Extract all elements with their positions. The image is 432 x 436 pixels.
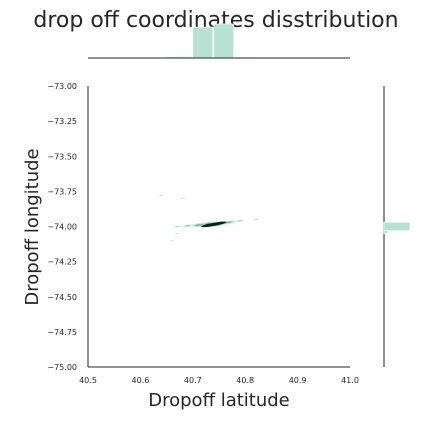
x-axis-ticks: 40.5 40.6 40.7 40.8 40.9 41.0: [79, 376, 359, 385]
y-axis-ticks: −73.00 −73.25 −73.50 −73.75 −74.00 −74.25 −74.…: [47, 82, 77, 372]
y-tick-label: −75.00: [47, 363, 77, 372]
density-point: [172, 232, 182, 235]
x-tick-label: 40.6: [131, 376, 149, 385]
y-tick-label: −74.00: [47, 223, 77, 232]
x-tick-label: 40.5: [79, 376, 97, 385]
y-tick-label: −73.50: [47, 152, 77, 161]
y-tick-label: −74.75: [47, 328, 77, 337]
y-axis-title: Dropoff longitude: [22, 148, 43, 305]
density-point: [233, 218, 247, 223]
y-tick-label: −73.25: [47, 117, 77, 126]
x-tick-label: 40.9: [289, 376, 307, 385]
top-marginal-histogram: [88, 23, 350, 59]
density-point: [171, 224, 183, 229]
density-point: [156, 194, 166, 198]
density-point: [250, 217, 261, 222]
x-tick-label: 40.7: [184, 376, 202, 385]
histogram-bar: [383, 221, 411, 232]
density-point: [220, 219, 239, 225]
x-tick-label: 41.0: [341, 376, 359, 385]
density-point: [167, 239, 177, 242]
x-tick-label: 40.8: [236, 376, 254, 385]
x-axis-title: Dropoff latitude: [148, 390, 290, 411]
density-core: [200, 221, 227, 228]
density-point: [180, 223, 195, 229]
histogram-bar: [192, 26, 214, 59]
density-plot: [156, 194, 261, 242]
y-tick-label: −73.75: [47, 187, 77, 196]
axes: [87, 86, 350, 368]
histogram-bar: [383, 230, 389, 234]
y-tick-label: −74.50: [47, 293, 77, 302]
y-tick-label: −74.25: [47, 258, 77, 267]
right-marginal-histogram: [383, 86, 411, 367]
y-tick-label: −73.00: [47, 82, 77, 91]
density-point: [177, 196, 187, 200]
histogram-bar: [213, 23, 235, 59]
